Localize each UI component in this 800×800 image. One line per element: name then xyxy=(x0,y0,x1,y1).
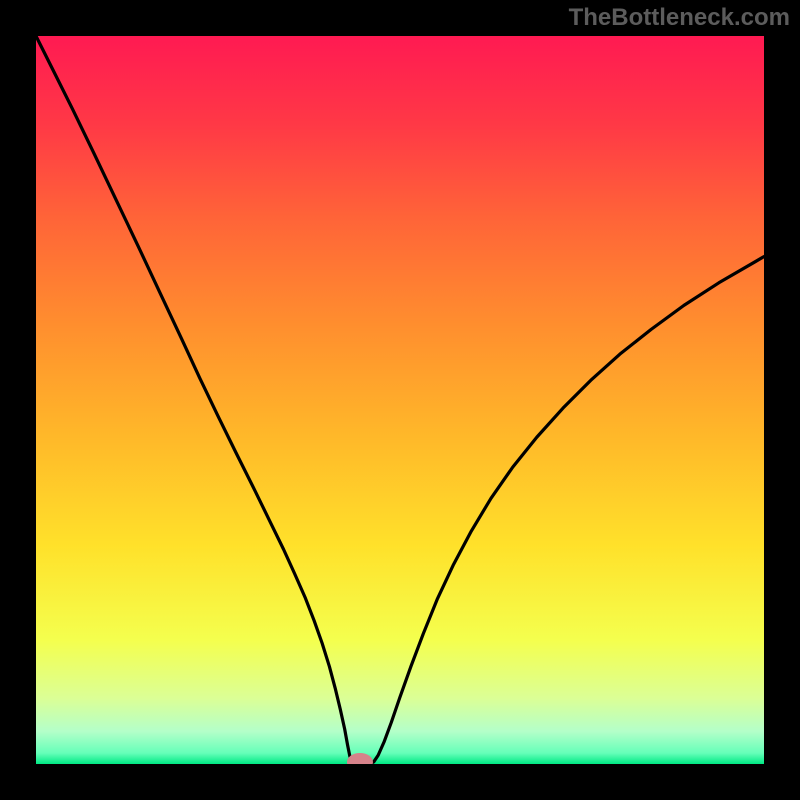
plot-area xyxy=(36,36,764,764)
chart-container: TheBottleneck.com xyxy=(0,0,800,800)
gradient-background xyxy=(36,36,764,764)
watermark-text: TheBottleneck.com xyxy=(569,4,790,32)
bottleneck-chart xyxy=(36,36,764,764)
